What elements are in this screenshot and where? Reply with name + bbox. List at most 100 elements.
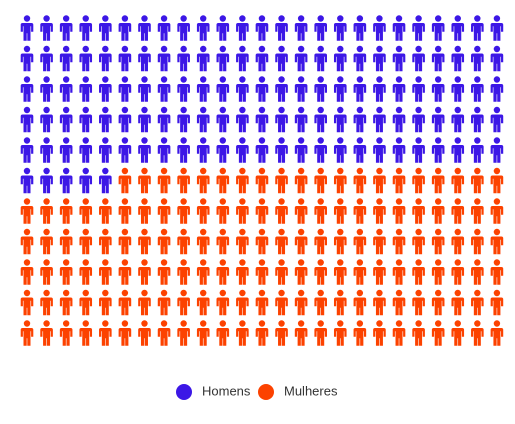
icon-head: [356, 15, 364, 22]
person-icon: [79, 137, 93, 163]
icon-head: [376, 167, 383, 175]
icon-body: [177, 84, 190, 102]
person-icon: [451, 320, 465, 346]
icon-head: [356, 289, 364, 297]
person-icon: [490, 15, 504, 41]
icon-body: [236, 267, 249, 285]
icon-head: [23, 320, 31, 327]
person-icon: [79, 15, 93, 41]
icon-body: [20, 145, 34, 163]
icon-body: [412, 328, 425, 346]
icon-body: [471, 206, 484, 224]
icon-head: [200, 228, 207, 236]
icon-body: [118, 267, 132, 285]
person-icon: [471, 289, 484, 316]
person-icon: [314, 228, 327, 255]
icon-head: [239, 289, 246, 297]
icon-body: [118, 175, 132, 194]
icon-head: [200, 289, 207, 297]
icon-body: [157, 206, 171, 224]
person-icon: [99, 167, 112, 194]
person-icon: [177, 76, 190, 102]
icon-head: [415, 228, 422, 236]
icon-body: [314, 145, 327, 163]
person-icon: [392, 167, 406, 194]
icon-body: [255, 53, 269, 72]
person-icon: [196, 259, 210, 285]
icon-head: [102, 137, 109, 144]
icon-body: [177, 23, 190, 41]
icon-body: [255, 175, 269, 194]
icon-body: [490, 267, 504, 285]
icon-head: [160, 320, 168, 327]
icon-head: [395, 167, 403, 175]
person-icon: [255, 289, 269, 316]
person-icon: [99, 259, 112, 285]
icon-head: [160, 259, 168, 266]
icon-head: [415, 76, 422, 83]
icon-body: [412, 84, 425, 102]
icon-body: [79, 114, 93, 133]
icon-head: [258, 106, 266, 114]
person-icon: [373, 198, 386, 224]
icon-head: [239, 137, 246, 144]
legend-swatch: [258, 384, 274, 400]
icon-body: [255, 328, 269, 346]
person-icon: [118, 320, 132, 346]
icon-head: [395, 137, 403, 144]
person-icon: [118, 15, 132, 41]
icon-body: [255, 84, 269, 102]
icon-body: [275, 23, 288, 41]
icon-body: [40, 23, 53, 41]
icon-body: [333, 236, 347, 255]
icon-head: [43, 76, 50, 83]
person-icon: [373, 289, 386, 316]
person-icon: [79, 289, 93, 316]
person-icon: [490, 320, 504, 346]
icon-head: [317, 320, 324, 327]
icon-body: [177, 267, 190, 285]
icon-body: [353, 236, 367, 255]
icon-head: [356, 198, 364, 205]
person-icon: [196, 15, 210, 41]
icon-head: [337, 45, 344, 53]
icon-head: [258, 289, 266, 297]
person-icon: [99, 137, 112, 163]
icon-body: [216, 53, 230, 72]
icon-body: [294, 114, 308, 133]
icon-head: [493, 76, 501, 83]
person-icon: [431, 15, 445, 41]
legend-label: Mulheres: [284, 383, 338, 398]
icon-head: [493, 45, 501, 53]
person-icon: [216, 259, 230, 285]
icon-body: [99, 297, 112, 316]
icon-head: [317, 259, 324, 266]
icon-head: [297, 76, 305, 83]
icon-body: [392, 328, 406, 346]
person-icon: [138, 15, 151, 41]
icon-body: [196, 267, 210, 285]
icon-body: [216, 114, 230, 133]
icon-body: [333, 328, 347, 346]
person-icon: [79, 167, 93, 194]
icon-head: [278, 137, 285, 144]
icon-body: [294, 328, 308, 346]
icon-head: [317, 76, 324, 83]
icon-head: [160, 15, 168, 22]
icon-body: [157, 23, 171, 41]
icon-body: [412, 53, 425, 72]
icon-head: [395, 198, 403, 205]
icon-head: [180, 106, 187, 114]
person-icon: [236, 259, 249, 285]
icon-head: [219, 167, 226, 175]
person-icon: [353, 106, 367, 133]
icon-body: [431, 145, 445, 163]
icon-body: [99, 23, 112, 41]
person-icon: [275, 106, 288, 133]
icon-head: [180, 137, 187, 144]
person-icon: [392, 320, 406, 346]
icon-head: [297, 289, 305, 297]
person-icon: [451, 289, 465, 316]
icon-body: [157, 267, 171, 285]
person-icon: [255, 15, 269, 41]
